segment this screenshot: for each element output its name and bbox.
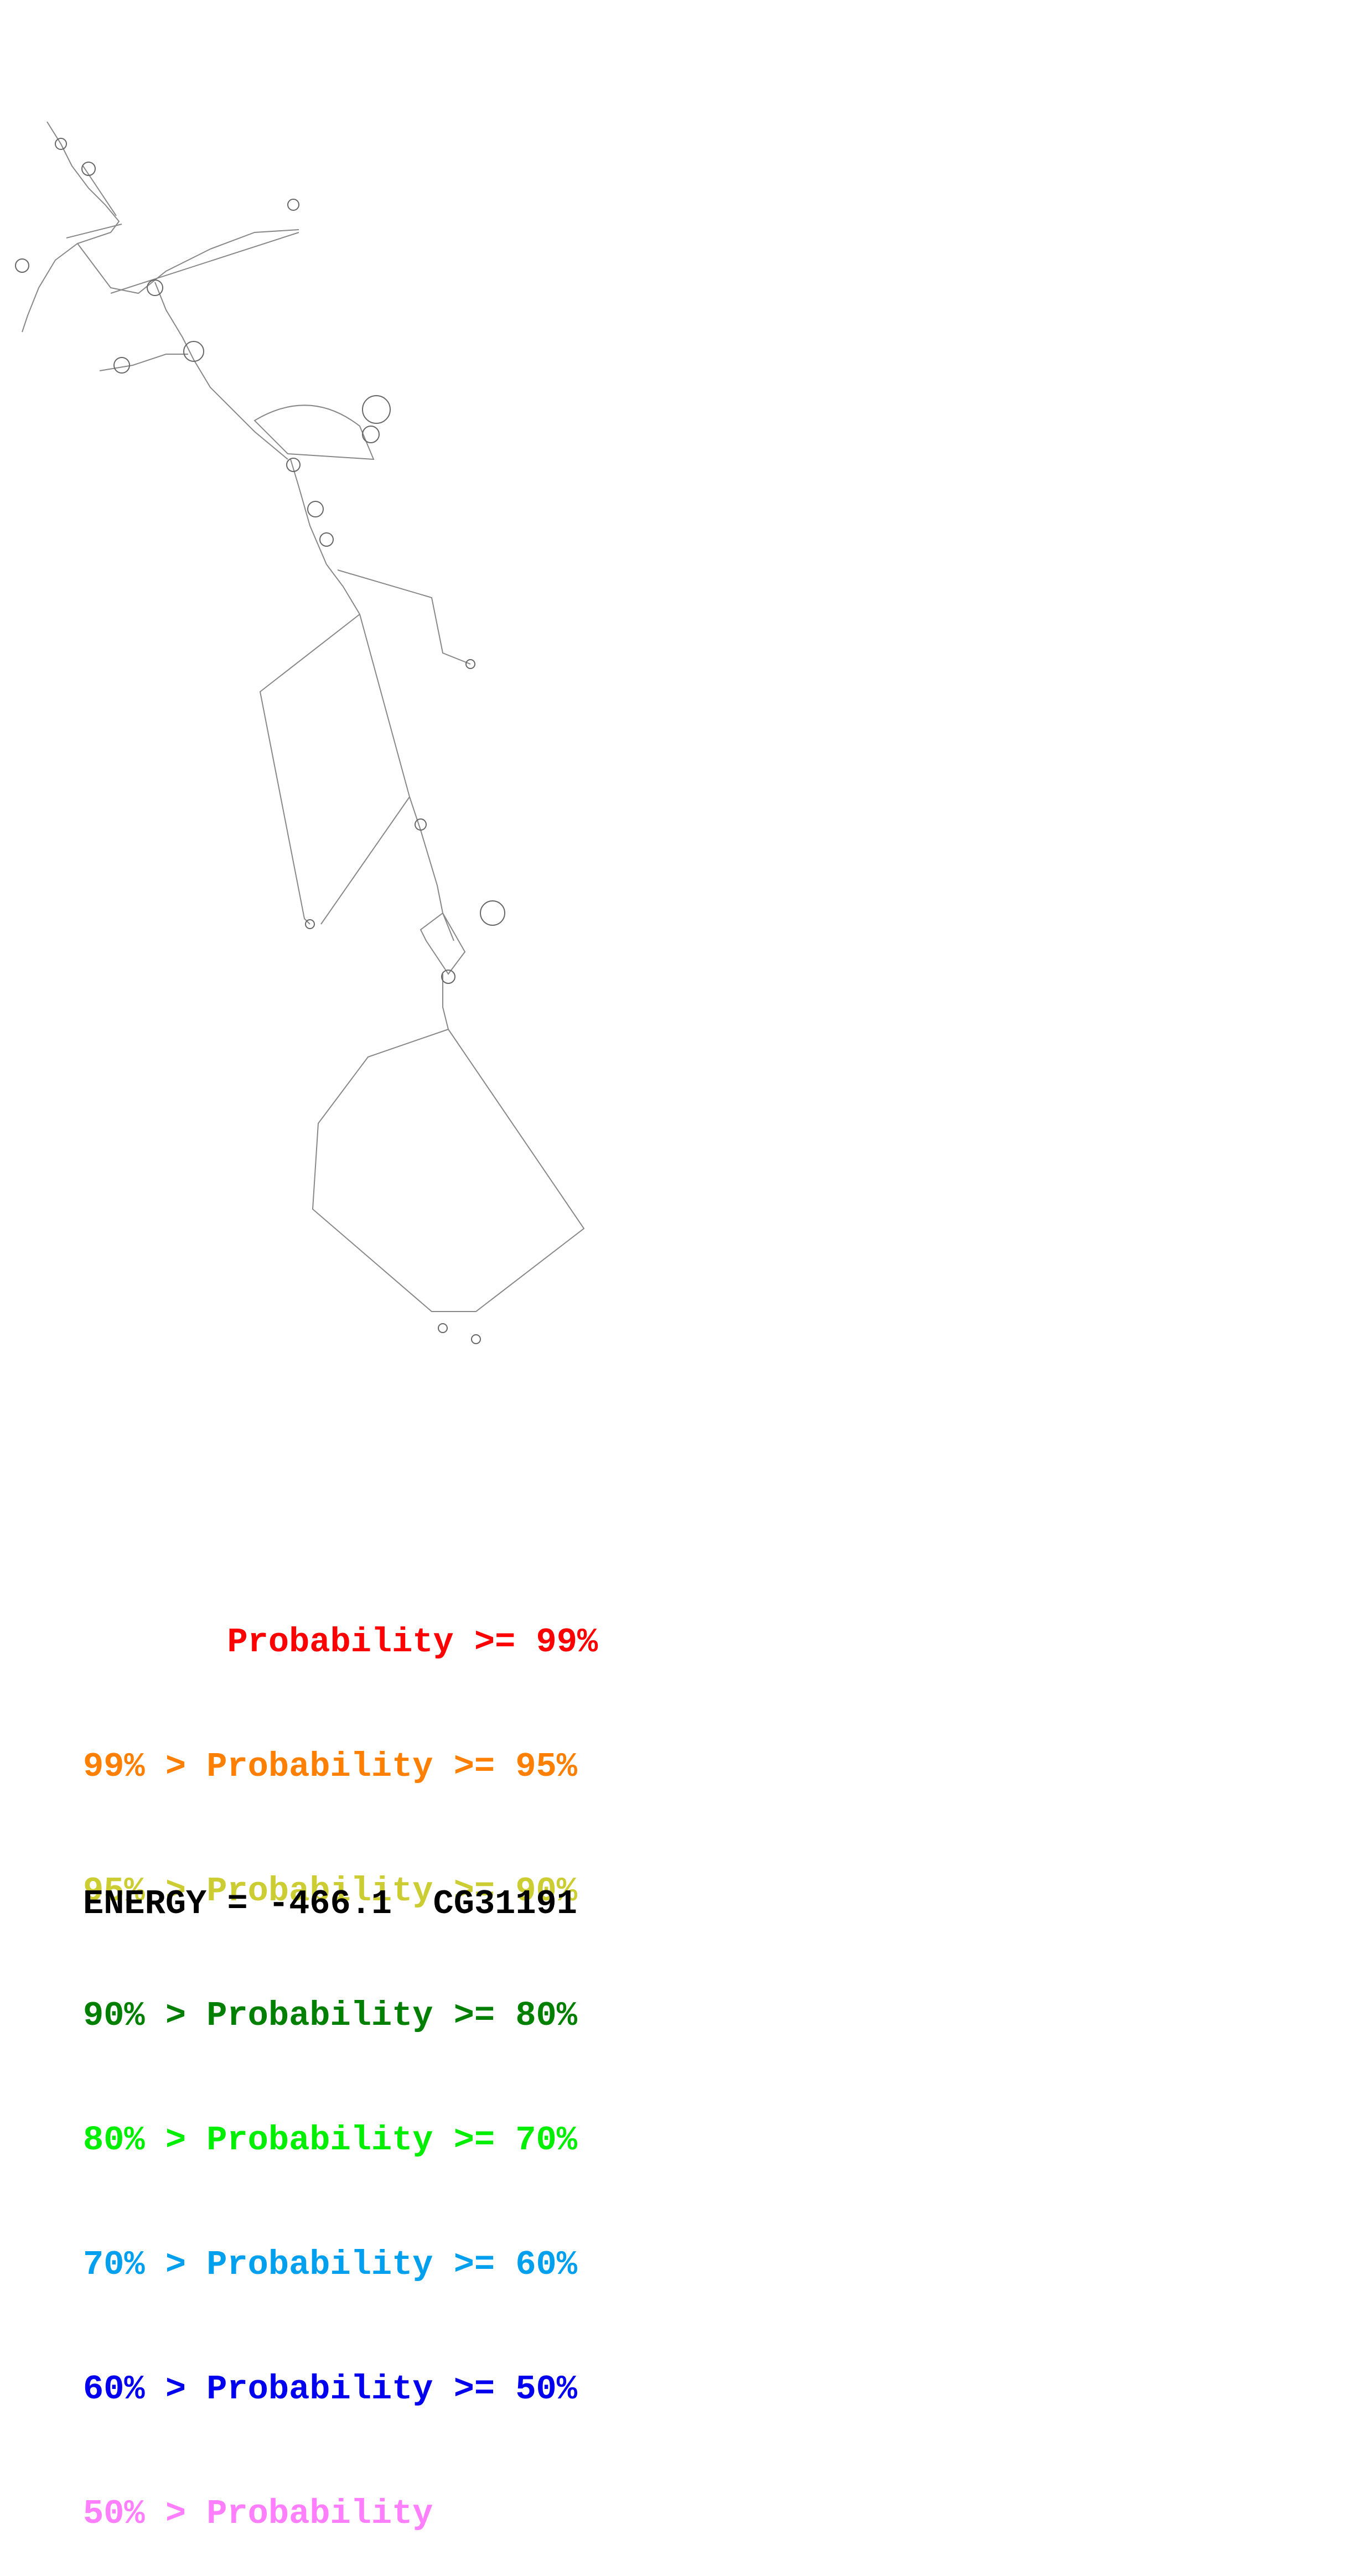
probability-legend: Probability >= 99% 99% > Probability >= …: [83, 1538, 598, 2576]
backbone-segment: [312, 1029, 585, 1312]
legend-row: 80% > Probability >= 70%: [83, 2121, 577, 2160]
backbone-segment: [253, 405, 375, 460]
backbone-segment: [66, 224, 122, 239]
legend-row: 99% > Probability >= 95%: [83, 1747, 577, 1786]
legend-row: 95% > Probability >= 90%: [83, 1872, 577, 1911]
legend-row: Probability >= 99%: [83, 1621, 598, 1663]
hairpin-loop: [287, 199, 299, 211]
legend-row: 50% > Probability: [83, 2494, 433, 2533]
backbone-segment: [77, 229, 299, 294]
legend-label: Probability >= 70%: [206, 2121, 577, 2160]
gene-name: CG31191: [433, 1884, 577, 1924]
hairpin-loop: [362, 426, 380, 443]
legend-label: Probability >= 80%: [206, 1996, 577, 2035]
legend-row: 70% > Probability >= 60%: [83, 2245, 577, 2284]
backbone-segment: [82, 165, 117, 216]
backbone-segment: [290, 459, 360, 615]
hairpin-loop: [113, 357, 130, 374]
hairpin-loop: [319, 532, 334, 547]
legend-row: 90% > Probability >= 80%: [83, 1996, 577, 2035]
hairpin-loop: [465, 659, 475, 669]
legend-label: Probability >= 50%: [206, 2370, 577, 2409]
legend-label: Probability >= 60%: [206, 2245, 577, 2284]
hairpin-loop: [471, 1334, 481, 1344]
legend-label: Probability >= 90%: [206, 1872, 577, 1911]
energy-footer: ENERGY = -466.1 CG31191: [83, 1884, 577, 1924]
hairpin-loop: [15, 258, 29, 273]
hairpin-loop: [307, 501, 324, 517]
hairpin-loop: [415, 818, 427, 831]
backbone-segment: [99, 354, 188, 371]
backbone-segment: [359, 614, 454, 941]
hairpin-loop: [81, 162, 96, 176]
legend-row: 60% > Probability >= 50%: [83, 2370, 577, 2409]
backbone-segment: [154, 282, 288, 460]
hairpin-loop: [286, 458, 301, 472]
backbone-segment: [442, 974, 449, 1030]
backbone-segment: [420, 912, 466, 975]
hairpin-loop: [480, 900, 505, 926]
hairpin-loop: [183, 341, 204, 362]
backbone-segment: [110, 232, 299, 294]
legend-label: Probability: [206, 2494, 433, 2533]
backbone-segment: [259, 614, 360, 925]
legend-label: Probability >= 95%: [206, 1747, 577, 1786]
hairpin-loop: [305, 919, 315, 929]
legend-label: Probability >= 99%: [227, 1623, 598, 1662]
rna-secondary-structure: [15, 121, 585, 1344]
energy-label: ENERGY =: [83, 1884, 268, 1924]
hairpin-loop: [362, 395, 391, 424]
backbone-segment: [22, 121, 120, 333]
energy-value: -466.1: [268, 1884, 392, 1924]
backbone-segment: [320, 796, 410, 925]
hairpin-loop: [441, 970, 455, 984]
hairpin-loop: [147, 279, 163, 296]
backbone-segment: [337, 569, 471, 665]
hairpin-loop: [438, 1323, 448, 1333]
hairpin-loop: [55, 138, 67, 150]
